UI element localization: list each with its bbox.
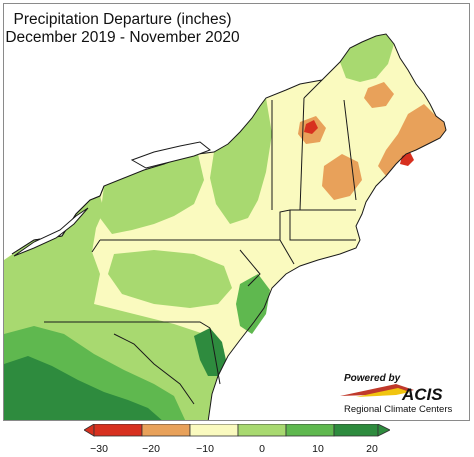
legend-bin-5 bbox=[285, 424, 335, 437]
acis-swoosh-yellow bbox=[356, 388, 410, 397]
map-frame bbox=[3, 3, 470, 421]
legend-arrow-left bbox=[84, 424, 95, 437]
legend-bin-3 bbox=[189, 424, 239, 437]
wet-area-pennsylvania bbox=[108, 250, 232, 308]
legend-tick-10: 10 bbox=[312, 443, 324, 455]
powered-by-text: Powered by bbox=[344, 373, 401, 384]
wet-area-delmarva bbox=[194, 328, 226, 376]
legend-bin-1 bbox=[93, 424, 143, 437]
regional-climate-centers-text: Regional Climate Centers bbox=[344, 404, 452, 415]
very-dry-spot-maine bbox=[400, 152, 414, 166]
map-title-line2: December 2019 - November 2020 bbox=[5, 29, 240, 46]
precipitation-departure-map bbox=[4, 33, 447, 420]
legend-arrow-right bbox=[377, 424, 390, 437]
very-dry-spot-vermont bbox=[304, 120, 318, 134]
lake-erie bbox=[13, 207, 89, 257]
acis-logo: Powered by ACIS Regional Climate Centers bbox=[340, 373, 452, 415]
legend-tick-20: 20 bbox=[366, 443, 378, 455]
legend-tick-minus-30: −30 bbox=[90, 443, 108, 455]
dry-area-maine-interior bbox=[364, 82, 394, 108]
legend-bin-6 bbox=[333, 424, 379, 437]
legend-tick-0: 0 bbox=[259, 443, 265, 455]
dry-area-maine-coast bbox=[378, 104, 446, 176]
color-legend bbox=[84, 424, 390, 437]
legend-bin-2 bbox=[141, 424, 191, 437]
lake-ontario bbox=[130, 141, 211, 169]
wettest-area-virginia bbox=[4, 356, 162, 420]
wet-area-maine-north bbox=[340, 34, 394, 82]
acis-wordmark: ACIS bbox=[401, 385, 443, 404]
wet-area-new-jersey bbox=[236, 274, 270, 334]
map-title-line1: Precipitation Departure (inches) bbox=[13, 11, 232, 28]
legend-tick-minus-20: −20 bbox=[142, 443, 160, 455]
wet-area-new-york-east bbox=[210, 98, 272, 224]
legend-bin-4 bbox=[237, 424, 287, 437]
legend-tick-minus-10: −10 bbox=[196, 443, 214, 455]
wet-area-new-york-west bbox=[100, 154, 204, 234]
